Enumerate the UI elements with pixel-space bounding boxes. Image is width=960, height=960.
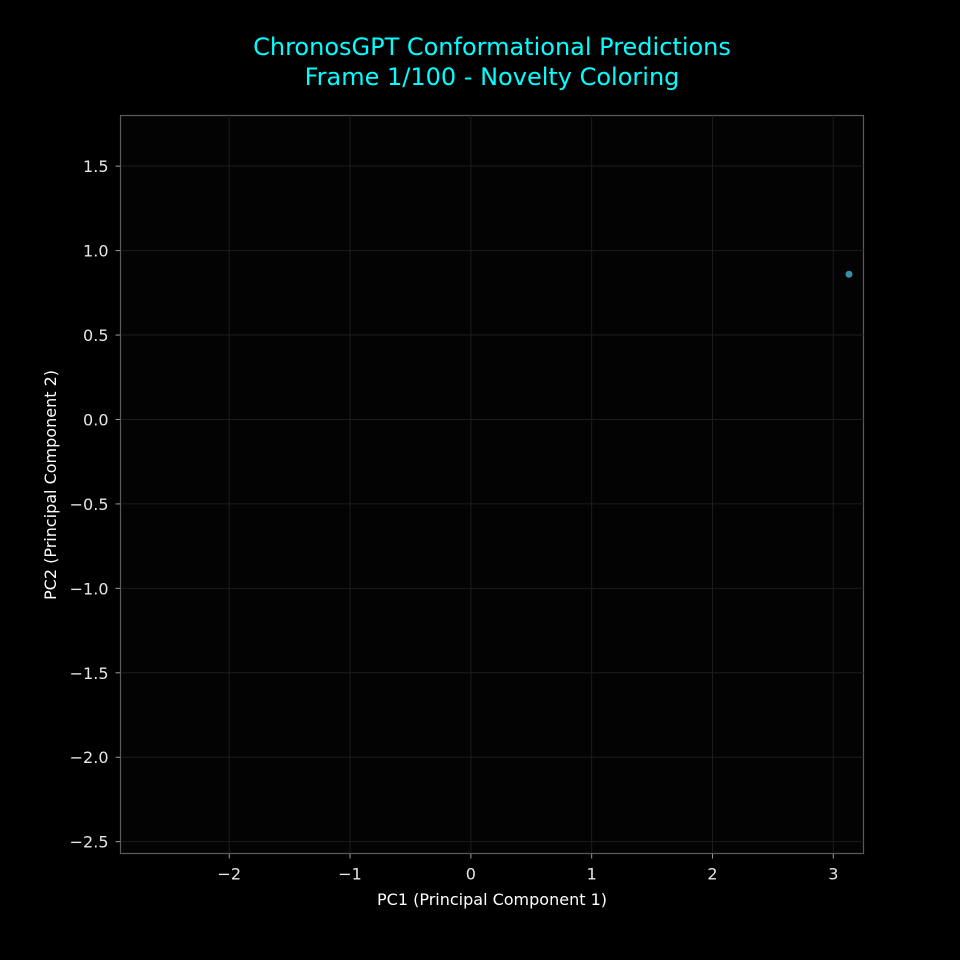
y-tick-label: 0.5 [83,326,108,345]
x-tick-label: −1 [338,865,362,884]
y-axis-label: PC2 (Principal Component 2) [41,370,60,600]
plot-area [119,114,865,855]
x-tick-label: −2 [217,865,241,884]
x-axis-ticks: −2 −1 0 1 2 3 [217,853,838,884]
y-tick-label: −1.5 [70,664,109,683]
y-tick-label: −0.5 [70,495,109,514]
x-axis-label: PC1 (Principal Component 1) [377,890,607,909]
x-tick-label: 3 [828,865,838,884]
y-gridlines [120,165,864,843]
scatter-points [845,270,853,278]
scatter-point [845,270,853,278]
y-tick-label: 0.0 [83,410,108,429]
y-tick-label: −2.0 [70,748,109,767]
y-tick-label: −2.5 [70,833,109,852]
y-tick-label: 1.5 [83,157,108,176]
chart-subtitle: Frame 1/100 - Novelty Coloring [305,63,680,91]
x-gridlines [228,115,834,854]
x-tick-label: 2 [707,865,717,884]
y-axis-ticks: 1.5 1.0 0.5 0.0 −0.5 −1.0 −1.5 −2.0 −2.5 [70,157,121,852]
y-tick-label: 1.0 [83,242,108,261]
x-tick-label: 1 [587,865,597,884]
chart-title: ChronosGPT Conformational Predictions [253,33,731,61]
x-tick-label: 0 [466,865,476,884]
y-tick-label: −1.0 [70,579,109,598]
